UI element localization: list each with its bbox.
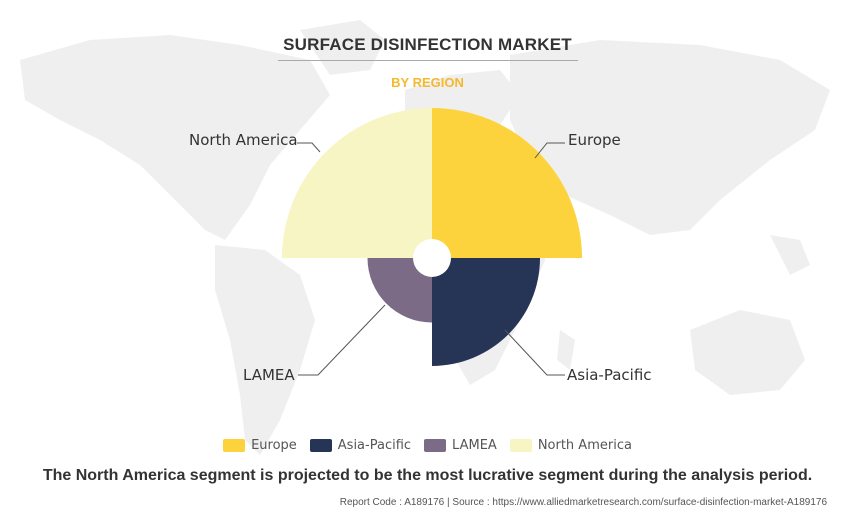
slice-europe[interactable] (432, 108, 582, 258)
chart-legend: Europe Asia-Pacific LAMEA North America (0, 438, 855, 453)
callout-europe: Europe (568, 131, 621, 149)
legend-swatch-north-america (509, 439, 532, 452)
slice-asia-pacific[interactable] (432, 258, 540, 366)
legend-label-asia-pacific: Asia-Pacific (337, 438, 412, 453)
source-note: Report Code : A189176 | Source : https:/… (339, 497, 827, 508)
leader-lamea (298, 304, 386, 376)
insight-text: The North America segment is projected t… (42, 467, 813, 484)
chart-subtitle: BY REGION (391, 75, 464, 90)
legend-swatch-lamea (424, 439, 447, 452)
callout-asia-pacific: Asia-Pacific (567, 366, 652, 384)
callout-north-america: North America (189, 131, 298, 149)
leader-north-america (297, 142, 321, 153)
legend-item-lamea[interactable]: LAMEA (424, 438, 497, 453)
legend-swatch-asia-pacific (309, 439, 332, 452)
legend-item-north-america[interactable]: North America (509, 438, 632, 453)
legend-item-europe[interactable]: Europe (223, 438, 297, 453)
slice-lamea[interactable] (367, 258, 433, 323)
center-hole (413, 239, 451, 277)
chart-title: SURFACE DISINFECTION MARKET (283, 35, 572, 54)
legend-swatch-europe (223, 439, 246, 452)
legend-item-asia-pacific[interactable]: Asia-Pacific (309, 438, 412, 453)
legend-label-north-america: North America (537, 438, 632, 453)
leader-asia-pacific (504, 329, 565, 376)
leader-europe (534, 142, 565, 159)
title-divider (278, 60, 578, 61)
callout-lamea: LAMEA (243, 366, 295, 384)
legend-label-lamea: LAMEA (452, 438, 497, 453)
legend-label-europe: Europe (251, 438, 297, 453)
slice-north-america[interactable] (282, 108, 432, 258)
